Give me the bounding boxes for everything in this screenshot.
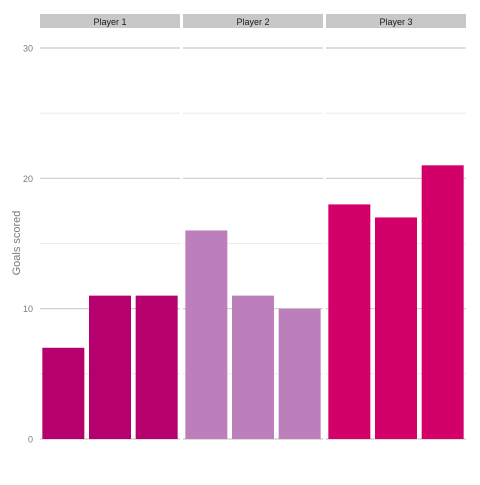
facet-strip-bg: [183, 14, 323, 28]
bar-1-3: [135, 295, 178, 439]
bar-2-2: [232, 295, 274, 439]
facet-strip-label: Player 1: [93, 17, 126, 27]
facet-strip-bg: [326, 14, 466, 28]
facet-strip-bg: [40, 14, 180, 28]
facet-strip-label: Player 2: [236, 17, 269, 27]
facet-strip-label: Player 3: [379, 17, 412, 27]
bar-2-1: [185, 230, 228, 439]
bar-2-3: [278, 308, 321, 439]
facet-strips: Player 1 Player 2 Player 3: [40, 14, 466, 28]
bar-1-1: [42, 347, 85, 439]
y-tick-label: 10: [23, 304, 33, 314]
bars-layer: [42, 165, 464, 440]
y-tick-label: 0: [28, 435, 33, 445]
y-axis: 0 10 20 30: [23, 44, 33, 445]
y-tick-label: 30: [23, 44, 33, 54]
y-tick-label: 20: [23, 174, 33, 184]
y-axis-title: Goals scored: [11, 211, 23, 276]
bar-3-2: [375, 217, 417, 439]
bar-3-3: [421, 165, 464, 440]
bar-3-1: [328, 204, 371, 439]
bar-1-2: [89, 295, 131, 439]
